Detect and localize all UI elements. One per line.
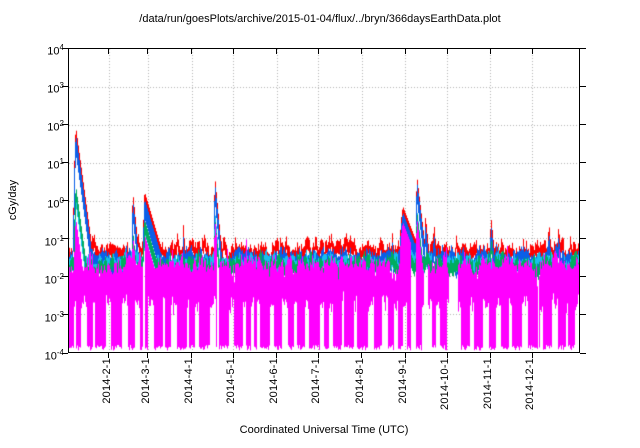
- x-tick-bottom: [446, 353, 448, 358]
- y-tick-left: [62, 47, 68, 49]
- x-tick-top: [317, 49, 319, 54]
- y-tick-right: [580, 314, 586, 316]
- x-tick-top: [531, 49, 533, 54]
- y-tick-left: [62, 200, 68, 201]
- y-tick-left: [62, 238, 68, 240]
- y-tick-label: 100: [47, 195, 64, 211]
- y-tick-left: [62, 314, 68, 316]
- x-tick-top: [275, 49, 277, 54]
- y-tick-right: [580, 238, 586, 240]
- x-tick-bottom: [147, 353, 149, 358]
- x-tick-top: [489, 49, 491, 54]
- y-tick-right: [580, 85, 586, 87]
- x-tick-bottom: [531, 353, 533, 358]
- y-tick-left: [62, 85, 68, 87]
- x-tick-top: [190, 49, 192, 54]
- x-tick-bottom: [361, 353, 363, 358]
- y-tick-label: 10-1: [44, 233, 64, 249]
- x-tick-label: 2014-7-1: [310, 358, 323, 404]
- x-tick-bottom: [232, 353, 234, 358]
- x-tick-top: [404, 49, 406, 54]
- y-tick-label: 10-3: [44, 309, 64, 325]
- x-tick-bottom: [489, 353, 491, 358]
- x-tick-top: [361, 49, 363, 54]
- x-tick-bottom: [108, 353, 110, 358]
- x-tick-label: 2014-12-1: [524, 358, 537, 410]
- y-tick-label: 103: [47, 81, 64, 96]
- x-tick-top: [108, 49, 110, 54]
- x-tick-label: 2014-2-1: [100, 358, 113, 404]
- plot-canvas: [69, 49, 579, 352]
- y-tick-right: [580, 276, 586, 278]
- x-tick-top: [232, 49, 234, 54]
- x-tick-label: 2014-11-1: [482, 358, 495, 410]
- x-tick-label: 2014-4-1: [183, 358, 196, 404]
- y-tick-right: [580, 123, 586, 125]
- y-tick-label: 10-2: [44, 271, 64, 287]
- x-tick-label: 2014-10-1: [439, 358, 452, 410]
- y-tick-left: [62, 123, 68, 125]
- x-tick-top: [147, 49, 149, 54]
- y-tick-right: [580, 200, 586, 201]
- y-tick-right: [580, 161, 586, 163]
- y-tick-label: 104: [47, 43, 64, 58]
- x-tick-label: 2014-8-1: [353, 358, 366, 404]
- y-tick-left: [62, 276, 68, 278]
- y-tick-label: 10-4: [44, 348, 64, 363]
- y-tick-left: [62, 352, 68, 354]
- x-tick-label: 2014-6-1: [268, 358, 281, 404]
- y-tick-left: [62, 161, 68, 163]
- x-axis-label: Coordinated Universal Time (UTC): [239, 424, 409, 436]
- plot-title: /data/run/goesPlots/archive/2015-01-04/f…: [139, 13, 501, 25]
- x-tick-bottom: [190, 353, 192, 358]
- x-tick-label: 2014-5-1: [225, 358, 238, 404]
- x-tick-bottom: [317, 353, 319, 358]
- y-tick-label: 101: [47, 157, 64, 173]
- x-tick-bottom: [404, 353, 406, 358]
- x-tick-top: [446, 49, 448, 54]
- y-tick-label: 102: [47, 119, 64, 134]
- y-tick-right: [580, 352, 586, 354]
- x-tick-bottom: [275, 353, 277, 358]
- x-tick-label: 2014-9-1: [397, 358, 410, 404]
- x-tick-label: 2014-3-1: [139, 358, 152, 404]
- y-tick-right: [580, 47, 586, 49]
